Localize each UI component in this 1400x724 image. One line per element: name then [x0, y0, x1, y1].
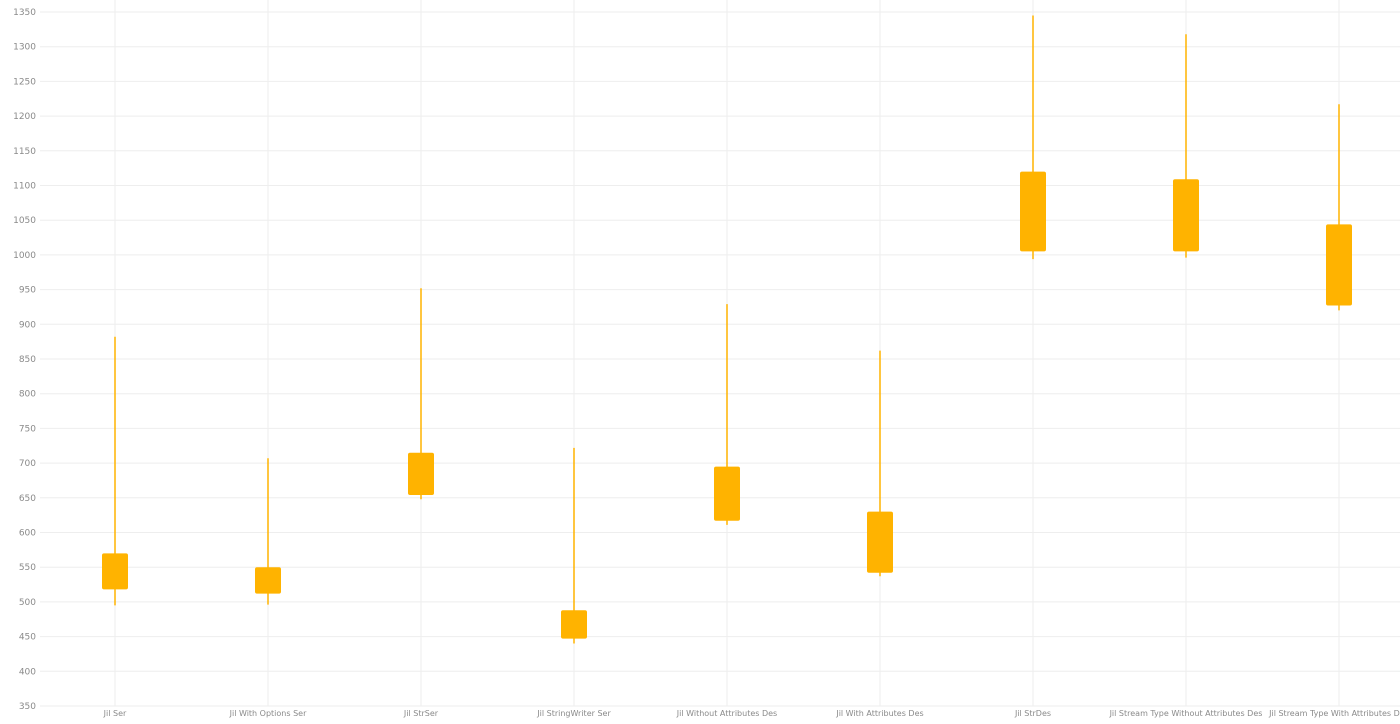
x-category-label: Jil Without Attributes Des — [676, 709, 777, 718]
y-tick-label: 700 — [19, 459, 36, 469]
x-category-label: Jil StrSer — [403, 709, 439, 718]
y-tick-label: 1250 — [13, 77, 36, 87]
box-4 — [714, 304, 740, 525]
x-category-label: Jil StrDes — [1014, 709, 1051, 718]
y-axis-ticks: 350 400 450 500 550 600 650 700 750 800 850 900 950 1… — [13, 8, 36, 712]
y-tick-label: 1050 — [13, 216, 36, 226]
y-tick-label: 650 — [19, 494, 36, 504]
y-tick-label: 1350 — [13, 8, 36, 18]
x-axis-categories: Jil Ser Jil With Options Ser Jil StrSer Jil… — [103, 709, 1400, 718]
y-tick-label: 800 — [19, 390, 36, 400]
box-body — [1326, 224, 1352, 306]
box-body — [255, 567, 281, 594]
box-6 — [1020, 15, 1046, 260]
box-7 — [1173, 34, 1199, 258]
y-tick-label: 550 — [19, 563, 36, 573]
y-tick-label: 1200 — [13, 112, 36, 122]
box-body — [1173, 179, 1199, 252]
box-body — [408, 452, 434, 496]
x-category-label: Jil StringWriter Ser — [536, 709, 611, 718]
box-body — [714, 466, 740, 521]
y-tick-label: 1000 — [13, 251, 36, 261]
y-tick-label: 850 — [19, 355, 36, 365]
box-3 — [561, 447, 587, 644]
y-tick-label: 1150 — [13, 147, 36, 157]
box-2 — [408, 288, 434, 500]
box-8 — [1326, 104, 1352, 311]
y-tick-label: 350 — [19, 702, 36, 712]
box-series — [102, 15, 1352, 644]
x-category-label: Jil Stream Type Without Attributes Des — [1109, 709, 1263, 718]
y-tick-label: 450 — [19, 633, 36, 643]
y-tick-label: 600 — [19, 529, 36, 539]
box-body — [1020, 171, 1046, 252]
y-tick-label: 500 — [19, 598, 36, 608]
x-category-label: Jil Ser — [103, 709, 127, 718]
box-1 — [255, 458, 281, 605]
box-body — [102, 553, 128, 590]
y-tick-label: 400 — [19, 667, 36, 677]
y-tick-label: 750 — [19, 424, 36, 434]
box-body — [867, 511, 893, 573]
y-tick-label: 900 — [19, 320, 36, 330]
x-category-label: Jil Stream Type With Attributes Des — [1268, 709, 1400, 718]
y-tick-label: 1100 — [13, 182, 36, 192]
x-category-label: Jil With Options Ser — [229, 709, 307, 718]
box-body — [561, 610, 587, 639]
y-tick-label: 950 — [19, 286, 36, 296]
x-category-label: Jil With Attributes Des — [835, 709, 923, 718]
y-tick-label: 1300 — [13, 43, 36, 53]
box-0 — [102, 336, 128, 606]
grid-layer — [40, 0, 1400, 707]
box-5 — [867, 350, 893, 577]
